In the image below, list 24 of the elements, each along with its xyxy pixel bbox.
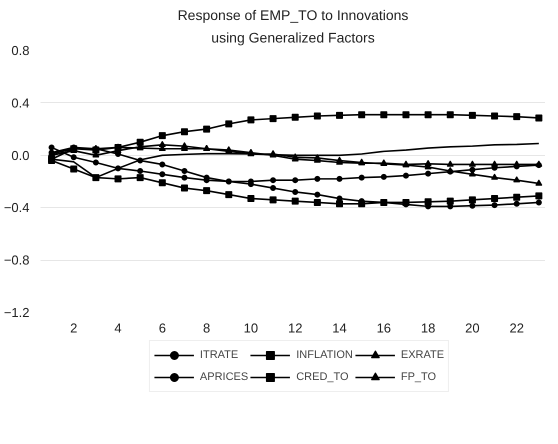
x-tick-label: 20 (465, 320, 480, 336)
y-tick-label: −0.4 (4, 200, 30, 216)
legend-label: CRED_TO (296, 371, 349, 383)
x-tick-label: 10 (244, 320, 258, 336)
x-tick-label: 2 (70, 320, 78, 336)
x-tick-label: 16 (376, 320, 392, 336)
legend-label: FP_TO (400, 371, 436, 383)
x-tick-label: 8 (203, 320, 210, 336)
x-tick-label: 12 (288, 320, 302, 336)
y-tick-label: 0.8 (11, 43, 30, 58)
legend-label: INFLATION (296, 349, 353, 361)
x-tick-label: 18 (420, 320, 436, 336)
x-tick-label: 4 (114, 320, 122, 336)
x-tick-label: 14 (332, 320, 347, 336)
y-tick-label: −0.8 (4, 252, 30, 268)
legend-label: APRICES (200, 371, 248, 383)
y-tick-label: 0.4 (11, 95, 30, 110)
y-tick-label: −1.2 (4, 305, 30, 320)
x-tick-label: 22 (509, 320, 524, 336)
legend-label: ITRATE (200, 349, 238, 361)
chart-title: Response of EMP_TO to Innovations using Generalized Factors (178, 7, 408, 46)
y-tick-label: 0.0 (11, 148, 30, 163)
x-tick-label: 6 (158, 320, 166, 336)
legend-label: EXRATE (400, 349, 444, 361)
